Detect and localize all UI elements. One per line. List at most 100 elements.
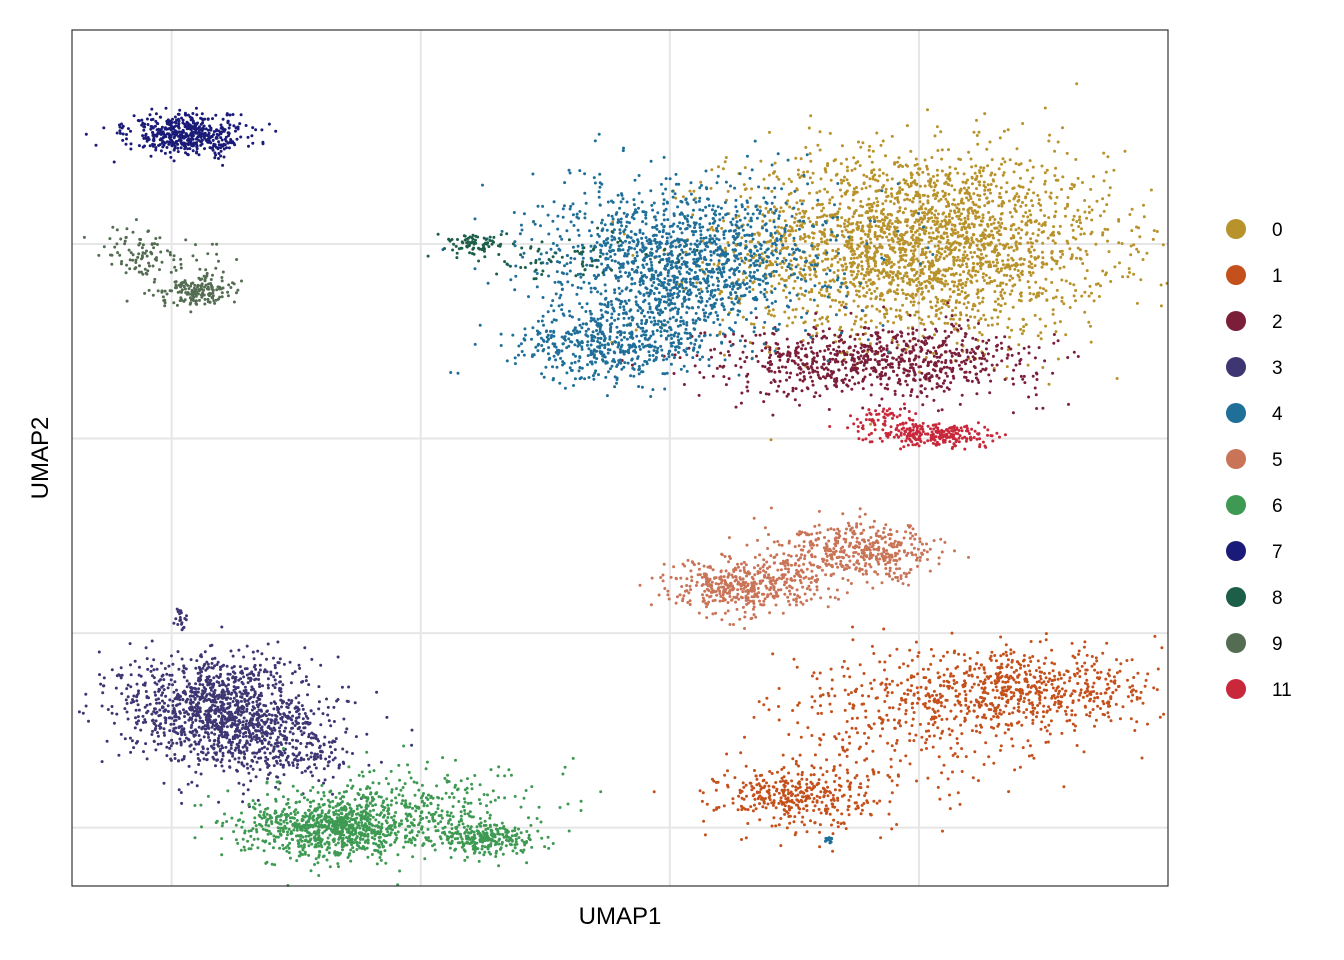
data-point	[915, 162, 919, 166]
data-point	[807, 216, 811, 220]
data-point	[921, 247, 925, 251]
data-point	[796, 703, 800, 707]
data-point	[904, 351, 908, 355]
data-point	[739, 401, 743, 405]
data-point	[875, 342, 879, 346]
data-point	[850, 356, 854, 360]
data-point	[818, 215, 822, 219]
data-point	[915, 171, 919, 175]
data-point	[804, 145, 808, 149]
data-point	[1064, 689, 1068, 693]
data-point	[822, 206, 825, 210]
data-point	[894, 337, 898, 340]
data-point	[303, 646, 307, 650]
data-point	[999, 635, 1003, 639]
data-point	[817, 782, 821, 785]
data-point	[868, 812, 872, 816]
data-point	[808, 273, 812, 277]
data-point	[981, 296, 985, 300]
data-point	[722, 375, 726, 379]
data-point	[881, 727, 884, 731]
data-point	[929, 647, 933, 651]
data-point	[836, 210, 840, 214]
data-point	[807, 234, 810, 238]
data-point	[1142, 203, 1145, 207]
data-point	[870, 349, 874, 353]
data-point	[893, 250, 897, 254]
data-point	[906, 664, 910, 668]
data-point	[780, 788, 784, 792]
data-point	[858, 295, 861, 299]
data-point	[956, 288, 960, 292]
data-point	[852, 190, 856, 194]
data-point	[841, 300, 845, 304]
data-point	[128, 642, 132, 646]
data-point	[1041, 262, 1045, 266]
data-point	[1076, 246, 1080, 250]
data-point	[890, 238, 894, 242]
data-point	[738, 791, 742, 795]
data-point	[796, 341, 799, 345]
data-point	[1048, 133, 1052, 137]
data-point	[936, 235, 939, 239]
data-point	[943, 379, 947, 383]
data-point	[155, 701, 159, 705]
data-point	[1056, 339, 1060, 343]
data-point	[1037, 666, 1041, 670]
data-point	[799, 340, 803, 344]
data-point	[935, 125, 939, 129]
data-point	[1008, 292, 1012, 296]
data-point	[849, 781, 853, 785]
data-point	[843, 313, 847, 317]
data-point	[986, 188, 990, 192]
series-3-points	[77, 607, 414, 809]
data-point	[1042, 715, 1046, 719]
data-point	[932, 219, 936, 223]
data-point	[942, 302, 946, 306]
data-point	[840, 144, 844, 148]
data-point	[913, 337, 917, 341]
data-point	[917, 651, 921, 655]
data-point	[756, 360, 760, 363]
data-point	[742, 785, 746, 789]
data-point	[963, 689, 967, 693]
data-point	[920, 270, 924, 274]
data-point	[832, 348, 836, 351]
data-point	[678, 356, 682, 360]
data-point	[820, 209, 824, 213]
data-point	[995, 258, 999, 262]
data-point	[854, 367, 858, 371]
data-point	[898, 209, 902, 213]
data-point	[1014, 244, 1018, 248]
data-point	[758, 205, 762, 209]
data-point	[1082, 750, 1086, 754]
data-point	[852, 249, 856, 253]
data-point	[1037, 228, 1041, 232]
data-point	[961, 339, 965, 343]
data-point	[857, 263, 861, 267]
data-point	[856, 355, 860, 359]
data-point	[959, 723, 963, 727]
data-point	[1118, 669, 1122, 673]
data-point	[998, 670, 1002, 674]
data-point	[812, 395, 816, 399]
data-point	[922, 296, 926, 300]
data-point	[950, 631, 954, 635]
data-point	[1031, 706, 1035, 710]
data-point	[952, 284, 956, 288]
data-point	[856, 333, 860, 337]
data-point	[864, 715, 868, 719]
data-point	[1011, 234, 1015, 238]
data-point	[872, 652, 876, 655]
data-point	[1024, 203, 1028, 207]
data-point	[984, 318, 987, 322]
data-point	[1028, 690, 1031, 694]
data-point	[890, 187, 894, 191]
data-point	[831, 793, 835, 797]
data-point	[909, 149, 913, 153]
data-point	[874, 209, 878, 213]
data-point	[960, 747, 964, 751]
data-point	[887, 243, 891, 247]
data-point	[1042, 704, 1046, 708]
data-point	[947, 192, 951, 196]
